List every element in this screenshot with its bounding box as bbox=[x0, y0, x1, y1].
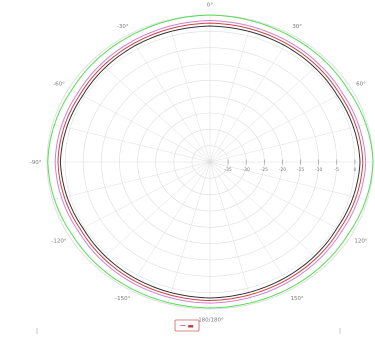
legend-label: ꟷ ▬ bbox=[180, 322, 194, 330]
grid-spoke bbox=[167, 19, 211, 163]
angle-tick-label: 30° bbox=[292, 24, 302, 30]
angle-tick-label: 60° bbox=[356, 81, 366, 87]
grid-spoke bbox=[209, 34, 292, 163]
grid-spoke bbox=[167, 161, 211, 305]
grid-spoke bbox=[209, 161, 368, 201]
angle-tick-label: -150° bbox=[115, 296, 130, 302]
series-line bbox=[54, 19, 367, 304]
radial-tick-label: 0 bbox=[353, 167, 356, 173]
grid-spoke bbox=[209, 161, 326, 267]
radial-tick-label: -20 bbox=[279, 167, 286, 173]
angle-tick-label: -90° bbox=[30, 160, 42, 166]
angle-tick-label: -120° bbox=[51, 239, 66, 245]
radial-tick-label: -25 bbox=[261, 167, 268, 173]
radial-tick-label: -5 bbox=[335, 167, 340, 173]
legend-box bbox=[174, 319, 200, 332]
angle-labels: 0°30°60°90°120°150°-180/180°-150°-120°-9… bbox=[30, 3, 368, 324]
series-line bbox=[47, 14, 374, 309]
series-line bbox=[59, 25, 361, 299]
radial-tick-label: -10 bbox=[315, 167, 322, 173]
angle-tick-label: 150° bbox=[291, 296, 304, 302]
grid-spoke bbox=[68, 88, 211, 163]
grid-spoke bbox=[128, 34, 211, 163]
radial-labels: -35 -30 -25 -20 -15 -10 -5 0 bbox=[224, 159, 356, 173]
grid-spoke bbox=[209, 161, 352, 236]
grid-spoke bbox=[68, 161, 211, 236]
angle-tick-label: -30° bbox=[117, 24, 129, 30]
grid-spoke bbox=[209, 123, 368, 163]
grid-spoke bbox=[52, 161, 211, 201]
grid-spoke bbox=[209, 161, 292, 290]
grid-spoke bbox=[94, 161, 211, 267]
radial-tick-label: -15 bbox=[297, 167, 304, 173]
radial-tick-label: -30 bbox=[243, 167, 250, 173]
grid-spoke bbox=[209, 161, 253, 305]
series-line bbox=[57, 22, 364, 302]
grid-spoke bbox=[209, 57, 326, 163]
series-group bbox=[47, 14, 374, 309]
legend[interactable]: ꟷ ▬ bbox=[174, 319, 200, 332]
polar-grid bbox=[46, 14, 374, 310]
grid-spoke bbox=[94, 57, 211, 163]
grid-spoke bbox=[128, 161, 211, 290]
grid-spoke bbox=[209, 88, 352, 163]
radial-tick-label: -35 bbox=[224, 167, 231, 173]
grid-spoke bbox=[209, 19, 253, 163]
angle-tick-label: 120° bbox=[354, 239, 367, 245]
grid-spoke bbox=[52, 123, 211, 163]
angle-tick-label: -180/180° bbox=[196, 317, 224, 323]
angle-tick-label: 0° bbox=[207, 3, 213, 9]
angle-tick-label: -60° bbox=[53, 81, 65, 87]
